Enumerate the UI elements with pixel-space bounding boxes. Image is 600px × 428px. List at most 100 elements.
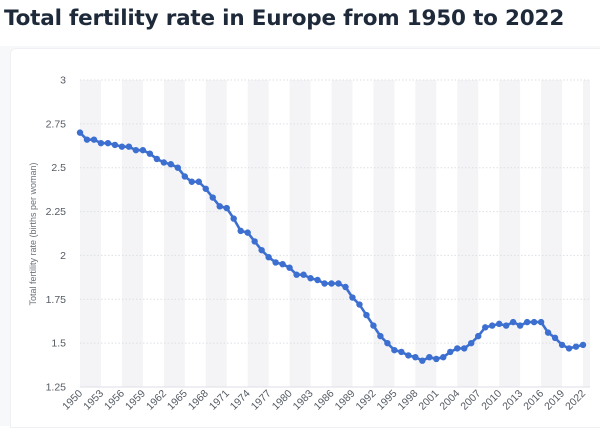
data-point[interactable] [509,318,517,326]
data-point[interactable] [216,203,223,210]
data-point[interactable] [544,329,552,336]
data-point[interactable] [174,164,182,171]
data-point[interactable] [377,332,384,340]
data-point[interactable] [335,280,342,287]
data-point[interactable] [202,185,209,192]
data-point[interactable] [328,280,335,287]
x-tick-label: 1962 [144,388,169,413]
data-point[interactable] [502,322,510,329]
column-band [541,80,563,387]
x-tick-label: 1965 [165,388,190,413]
data-point[interactable] [412,353,419,361]
data-point[interactable] [188,178,195,185]
data-point[interactable] [488,322,496,329]
data-point[interactable] [558,341,566,349]
data-point[interactable] [167,161,175,168]
data-point[interactable] [209,194,216,201]
data-point[interactable] [454,345,461,352]
column-band [289,80,311,387]
data-point[interactable] [111,141,119,149]
data-point[interactable] [104,139,112,147]
data-point[interactable] [314,276,321,284]
data-point[interactable] [370,322,377,329]
data-point[interactable] [244,229,251,236]
data-point[interactable] [237,227,244,235]
data-point[interactable] [440,353,447,361]
data-point[interactable] [293,271,300,278]
page-title: Total fertility rate in Europe from 1950… [4,6,565,31]
data-point[interactable] [530,318,538,326]
data-point[interactable] [195,178,202,185]
data-point[interactable] [482,324,489,331]
data-point[interactable] [132,146,140,154]
data-point[interactable] [433,355,440,363]
x-tick-label: 1995 [375,388,400,413]
y-tick-label: 2 [60,250,66,262]
x-tick-label: 2016 [521,388,546,413]
data-point[interactable] [265,253,272,261]
data-point[interactable] [572,343,580,350]
column-band [163,80,185,387]
y-tick-label: 3 [60,75,66,87]
column-band [80,80,101,387]
data-point[interactable] [160,159,168,166]
data-point[interactable] [356,301,363,308]
y-tick-label: 2.25 [46,206,67,218]
data-point[interactable] [230,215,237,222]
column-band [415,80,437,387]
x-tick-label: 1989 [333,388,358,413]
data-point[interactable] [286,264,293,271]
column-band [499,80,521,387]
data-point[interactable] [398,348,405,356]
y-tick-label: 1.5 [51,338,66,350]
data-point[interactable] [125,143,133,150]
data-point[interactable] [565,345,573,352]
data-point[interactable] [495,320,503,328]
data-point[interactable] [447,348,454,356]
column-band [331,80,353,387]
data-point[interactable] [342,283,349,291]
data-point[interactable] [551,334,559,342]
data-point[interactable] [426,353,433,361]
data-point[interactable] [391,346,398,354]
data-point[interactable] [475,332,482,340]
x-tick-label: 2010 [479,388,504,413]
data-point[interactable] [76,129,84,136]
data-point[interactable] [251,238,258,245]
data-point[interactable] [468,339,475,347]
data-point[interactable] [523,318,531,326]
data-point[interactable] [146,150,154,157]
data-point[interactable] [153,155,161,163]
data-point[interactable] [579,341,587,349]
data-point[interactable] [307,275,314,282]
gridlines [80,79,590,388]
data-point[interactable] [258,246,265,254]
data-point[interactable] [537,318,545,326]
series-europe [76,129,587,364]
data-point[interactable] [279,261,286,268]
column-band [205,80,227,387]
data-point[interactable] [405,352,412,359]
data-point[interactable] [384,339,391,347]
y-axis-ticks: 1.25 1.5 1.75 2 2.25 2.5 2.75 3 [46,75,67,394]
data-point[interactable] [139,146,147,154]
y-axis-label: Total fertility rate (births per woman) [28,162,38,305]
x-tick-label: 1974 [228,388,253,413]
data-point[interactable] [363,311,370,319]
data-point[interactable] [223,204,230,212]
column-band [373,80,395,387]
data-point[interactable] [118,143,126,150]
x-tick-label: 1977 [249,388,274,413]
data-point[interactable] [300,271,307,278]
data-point[interactable] [97,139,105,147]
data-point[interactable] [272,259,279,266]
data-point[interactable] [321,280,328,287]
data-point[interactable] [181,173,188,180]
data-point[interactable] [349,294,356,301]
data-point[interactable] [83,136,91,143]
data-point[interactable] [90,136,98,143]
data-point[interactable] [461,345,468,352]
data-point[interactable] [419,357,426,364]
data-point[interactable] [516,322,524,329]
